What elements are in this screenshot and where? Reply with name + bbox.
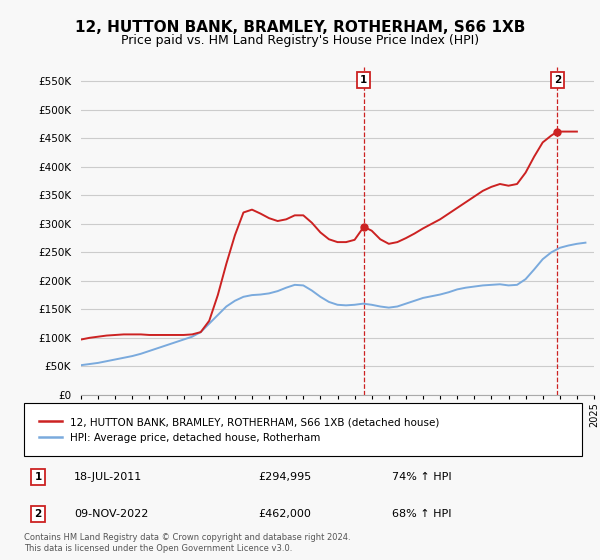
Text: 1: 1 (34, 472, 41, 482)
Text: 12, HUTTON BANK, BRAMLEY, ROTHERHAM, S66 1XB: 12, HUTTON BANK, BRAMLEY, ROTHERHAM, S66… (75, 20, 525, 35)
Text: 1: 1 (360, 76, 367, 85)
Text: £462,000: £462,000 (259, 509, 311, 519)
Text: 09-NOV-2022: 09-NOV-2022 (74, 509, 149, 519)
FancyBboxPatch shape (24, 403, 582, 456)
Text: 74% ↑ HPI: 74% ↑ HPI (392, 472, 452, 482)
Text: 68% ↑ HPI: 68% ↑ HPI (392, 509, 452, 519)
Text: 2: 2 (554, 76, 561, 85)
Text: Price paid vs. HM Land Registry's House Price Index (HPI): Price paid vs. HM Land Registry's House … (121, 34, 479, 46)
Text: £294,995: £294,995 (259, 472, 311, 482)
Text: 2: 2 (34, 509, 41, 519)
Legend: 12, HUTTON BANK, BRAMLEY, ROTHERHAM, S66 1XB (detached house), HPI: Average pric: 12, HUTTON BANK, BRAMLEY, ROTHERHAM, S66… (35, 413, 444, 447)
Text: Contains HM Land Registry data © Crown copyright and database right 2024.
This d: Contains HM Land Registry data © Crown c… (24, 533, 350, 553)
Text: 18-JUL-2011: 18-JUL-2011 (74, 472, 142, 482)
